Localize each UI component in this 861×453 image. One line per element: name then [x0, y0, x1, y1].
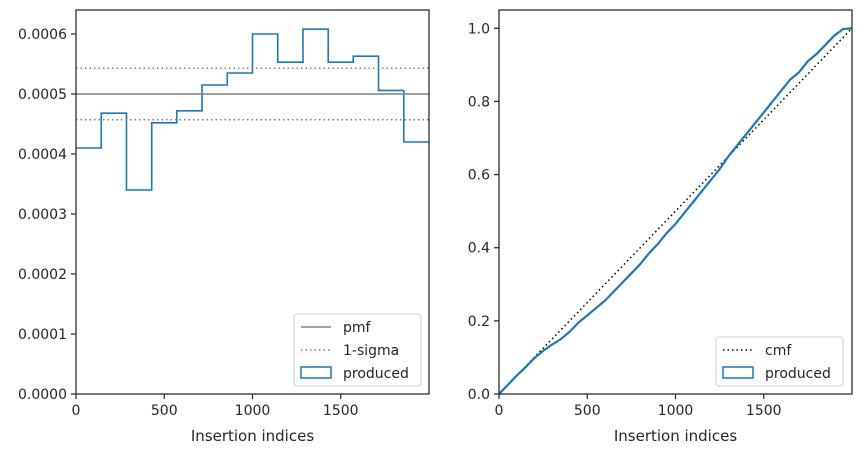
y-tick-label: 1.0 [468, 21, 490, 37]
y-tick-label: 0.4 [468, 241, 490, 257]
x-tick-label: 1500 [323, 403, 359, 419]
y-tick-label: 0.8 [468, 94, 490, 110]
y-tick-label: 0.0004 [18, 147, 67, 163]
produced-cdf-line [498, 27, 853, 395]
left-x-axis-label: Insertion indices [191, 427, 314, 445]
legend-1sigma-label: 1-sigma [343, 343, 399, 359]
left-legend-box [293, 313, 422, 387]
y-tick-label: 0.0002 [18, 267, 67, 283]
left-chart-panel: 0 500 1000 1500 0.0000 0.0001 0.0002 0.0003 0.0… [18, 9, 430, 445]
x-tick-label: 500 [151, 403, 178, 419]
legend-produced-label: produced [343, 366, 409, 382]
right-plot-area [499, 10, 852, 394]
legend-produced-swatch-right [722, 366, 754, 379]
produced-step-series [76, 28, 429, 191]
x-tick-label: 1500 [746, 403, 782, 419]
legend-produced-label-right: produced [765, 366, 831, 382]
y-tick-label: 0.2 [468, 314, 490, 330]
legend-cmf-label: cmf [765, 343, 792, 359]
right-chart-panel: 0 500 1000 1500 0.0 0.2 0.4 0.6 0.8 1.0 Insertio… [468, 9, 853, 445]
y-tick-label: 0.0001 [18, 327, 67, 343]
x-tick-label: 0 [495, 403, 504, 419]
y-tick-label: 0.0005 [18, 87, 67, 103]
x-tick-label: 1000 [235, 403, 271, 419]
right-x-axis-label: Insertion indices [614, 427, 737, 445]
legend-produced-swatch [300, 366, 332, 379]
left-legend: pmf 1-sigma produced [293, 313, 422, 387]
x-tick-label: 0 [72, 403, 81, 419]
y-tick-label: 0.6 [468, 168, 490, 184]
cmf-line [498, 27, 853, 395]
right-legend-box [715, 336, 844, 387]
y-tick-label: 0.0 [468, 387, 490, 403]
legend-pmf-label: pmf [343, 320, 372, 336]
y-tick-label: 0.0006 [18, 27, 67, 43]
x-tick-label: 1000 [658, 403, 694, 419]
y-tick-label: 0.0003 [18, 207, 67, 223]
y-tick-label: 0.0000 [18, 387, 67, 403]
right-legend: cmf produced [715, 336, 844, 387]
x-tick-label: 500 [574, 403, 601, 419]
